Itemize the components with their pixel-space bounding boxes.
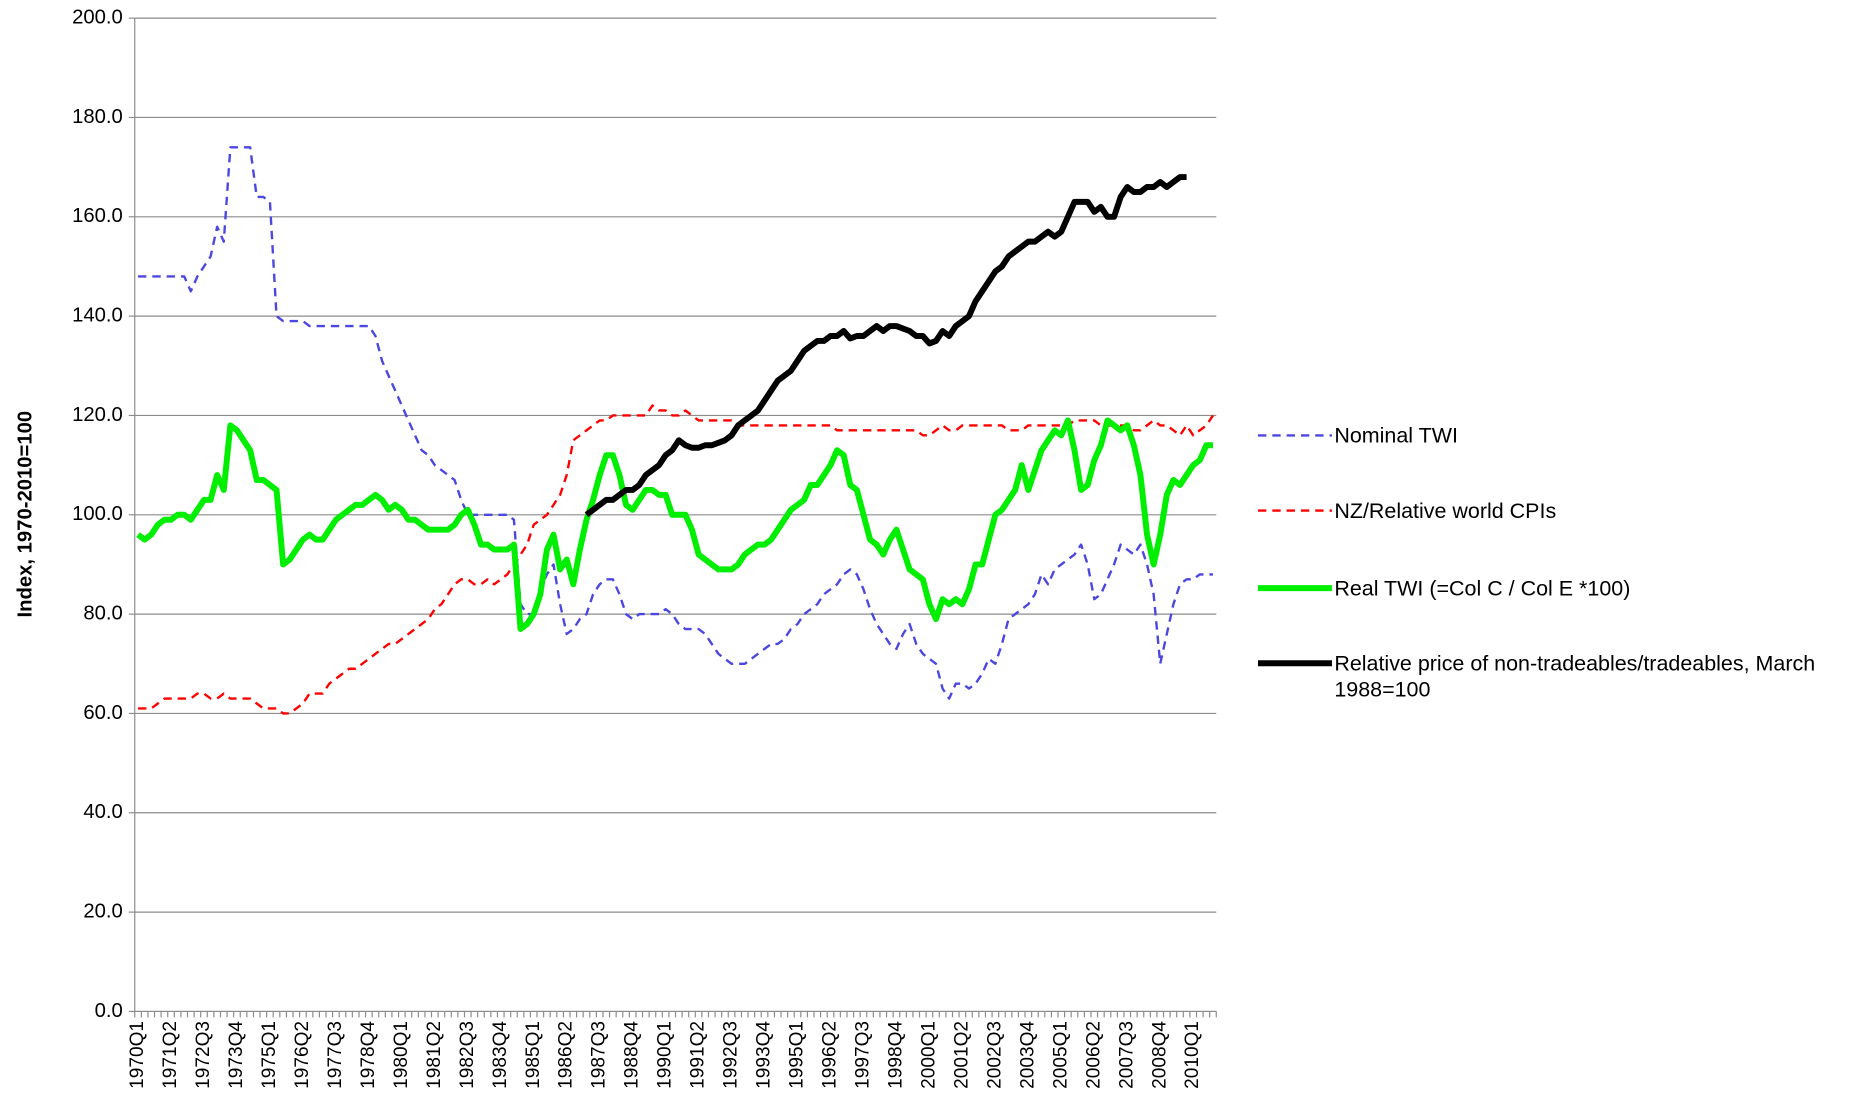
- x-tick-label: 2007Q3: [1116, 1021, 1137, 1089]
- x-tick-label: 1981Q2: [424, 1021, 445, 1089]
- x-tick-label: 1977Q3: [325, 1021, 346, 1089]
- x-tick-label: 1973Q4: [226, 1021, 247, 1089]
- x-tick-label: 1971Q2: [160, 1021, 181, 1089]
- y-tick-label: 120.0: [72, 404, 123, 426]
- x-tick-label: 1988Q4: [622, 1021, 643, 1089]
- x-tick-label: 2003Q4: [1017, 1021, 1038, 1089]
- x-tick-label: 2000Q1: [918, 1021, 939, 1089]
- x-tick-label: 2010Q1: [1182, 1021, 1203, 1089]
- x-tick-label: 2006Q2: [1083, 1021, 1104, 1089]
- legend-label: Nominal TWI: [1334, 423, 1458, 448]
- x-tick-label: 2002Q3: [984, 1021, 1005, 1089]
- x-tick-label: 1995Q1: [787, 1021, 808, 1089]
- legend-item: Relative price of non-tradeables/tradeab…: [1334, 651, 1816, 702]
- x-tick-label: 1993Q4: [754, 1021, 775, 1089]
- x-tick-label: 1991Q2: [688, 1021, 709, 1089]
- x-tick-label: 1985Q1: [523, 1021, 544, 1089]
- y-tick-label: 180.0: [72, 106, 123, 128]
- y-tick-label: 40.0: [83, 801, 122, 823]
- y-tick-label: 80.0: [83, 602, 122, 624]
- x-tick-label: 1972Q3: [193, 1021, 214, 1089]
- x-tick-label: 1986Q2: [556, 1021, 577, 1089]
- x-tick-label: 1997Q3: [852, 1021, 873, 1089]
- legend-label: NZ/Relative world CPIs: [1334, 498, 1557, 523]
- series-line: [138, 404, 1214, 715]
- series-line: [584, 174, 1187, 518]
- x-tick-label: 1996Q2: [820, 1021, 841, 1089]
- series-line: [138, 146, 1213, 700]
- y-tick-label: 100.0: [72, 503, 123, 525]
- x-tick-label: 1975Q1: [259, 1021, 280, 1089]
- y-tick-label: 60.0: [83, 702, 122, 724]
- x-tick-label: 1983Q4: [490, 1021, 511, 1089]
- legend-item: NZ/Relative world CPIs: [1334, 498, 1557, 523]
- x-tick-label: 2008Q4: [1149, 1021, 1170, 1089]
- x-tick-label: 1998Q4: [885, 1021, 906, 1089]
- y-axis-label: Index, 1970-2010=100: [15, 411, 37, 618]
- series-line: [136, 417, 1213, 632]
- legend-label: Relative price of non-tradeables/tradeab…: [1334, 651, 1816, 702]
- x-tick-label: 1987Q3: [589, 1021, 610, 1089]
- x-tick-label: 2005Q1: [1050, 1021, 1071, 1089]
- x-tick-label: 2001Q2: [951, 1021, 972, 1089]
- y-tick-label: 160.0: [72, 205, 123, 227]
- legend-item: Nominal TWI: [1334, 423, 1458, 448]
- y-tick-label: 0.0: [95, 1000, 123, 1022]
- legend-label: Real TWI (=Col C / Col E *100): [1334, 576, 1631, 601]
- y-tick-label: 140.0: [72, 304, 123, 326]
- y-tick-label: 20.0: [83, 900, 122, 922]
- x-tick-label: 1992Q3: [721, 1021, 742, 1089]
- legend-item: Real TWI (=Col C / Col E *100): [1334, 576, 1631, 601]
- x-tick-label: 1990Q1: [655, 1021, 676, 1089]
- x-tick-label: 1976Q2: [292, 1021, 313, 1089]
- y-tick-label: 200.0: [72, 6, 123, 28]
- x-tick-label: 1982Q3: [457, 1021, 478, 1089]
- x-tick-label: 1980Q1: [391, 1021, 412, 1089]
- x-tick-label: 1978Q4: [358, 1021, 379, 1089]
- x-tick-label: 1970Q1: [127, 1021, 148, 1089]
